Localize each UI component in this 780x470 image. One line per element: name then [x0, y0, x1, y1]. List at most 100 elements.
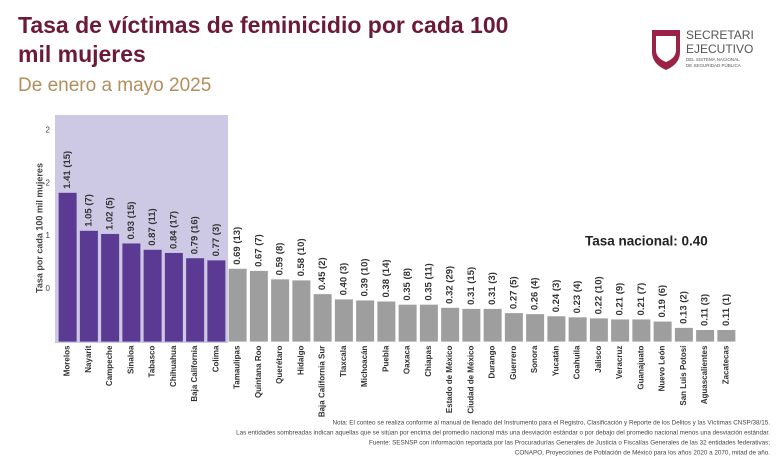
value-label: 0.59 (8): [275, 243, 286, 276]
bar: [58, 192, 77, 342]
bar: [589, 318, 608, 342]
y-tick-label: 0: [46, 284, 51, 293]
x-tick-label: Yucatán: [551, 345, 560, 376]
bar: [504, 313, 523, 342]
x-tick-label: Campeche: [105, 345, 114, 386]
bar: [632, 319, 651, 342]
logo-text: DEL SISTEMA NACIONAL: [686, 57, 740, 62]
x-tick-label: Chiapas: [424, 345, 433, 377]
x-tick-label: Sonora: [530, 345, 539, 373]
bar: [462, 308, 481, 342]
x-tick-label: Morelos: [63, 345, 72, 376]
bar: [164, 252, 183, 342]
x-tick-label: Sinaloa: [126, 345, 135, 374]
value-label: 0.11 (1): [721, 294, 732, 326]
value-label: 0.39 (10): [360, 258, 371, 296]
value-label: 1.05 (7): [83, 194, 94, 227]
logo-shield-inner: [656, 36, 676, 62]
value-label: 0.13 (2): [678, 291, 689, 324]
logo-text: EJECUTIVO: [686, 42, 753, 56]
bar: [313, 294, 332, 342]
y-axis-label: Tasa por cada 100 mil mujeres: [34, 163, 44, 293]
value-label: 0.38 (14): [381, 259, 392, 297]
note: Fuente: SESNSP con información reportada…: [369, 440, 770, 447]
x-tick-label: Puebla: [381, 345, 390, 372]
value-label: 0.58 (10): [296, 238, 307, 276]
bar: [356, 300, 375, 342]
x-tick-label: Nayarit: [84, 345, 93, 372]
value-label: 0.22 (10): [593, 276, 604, 314]
value-label: 0.69 (13): [232, 227, 243, 265]
bar: [122, 243, 141, 342]
chart-title: mil mujeres: [18, 41, 146, 67]
x-tick-label: Durango: [488, 345, 497, 378]
y-tick-label: 2: [46, 126, 51, 135]
x-tick-label: Guanajuato: [636, 345, 645, 389]
value-label: 0.27 (5): [508, 276, 519, 309]
value-label: 0.67 (7): [253, 234, 264, 267]
x-tick-label: Oaxaca: [403, 345, 412, 374]
x-tick-label: Ciudad de México: [466, 345, 475, 413]
bar: [334, 299, 353, 342]
bar: [441, 307, 460, 342]
x-tick-label: Tabasco: [148, 345, 157, 377]
y-tick-label: 1: [46, 231, 51, 240]
value-label: 0.23 (4): [572, 281, 583, 314]
logo-text: DE SEGURIDAD PÚBLICA: [686, 62, 741, 68]
bar: [292, 280, 311, 342]
bar: [526, 314, 545, 342]
x-tick-label: Baja California: [190, 345, 199, 402]
value-label: 0.32 (29): [445, 266, 456, 304]
x-tick-label: Michoacán: [360, 345, 369, 386]
y-tick-label: 2: [46, 178, 51, 187]
x-tick-label: Chihuahua: [169, 345, 178, 387]
bar: [79, 230, 98, 342]
chart-subtitle: De enero a mayo 2025: [18, 75, 211, 96]
value-label: 0.19 (6): [657, 285, 668, 318]
x-tick-label: Querétaro: [275, 345, 284, 383]
value-label: 0.35 (11): [423, 263, 434, 301]
value-label: 0.40 (3): [338, 263, 349, 296]
value-label: 0.21 (7): [636, 283, 647, 316]
x-tick-label: San Luis Potosí: [679, 345, 688, 406]
value-label: 0.26 (4): [530, 277, 541, 310]
value-label: 0.79 (16): [190, 216, 201, 254]
chart-title: Tasa de víctimas de feminicidio por cada…: [18, 12, 508, 38]
bar: [483, 308, 502, 342]
annotation: Tasa nacional: 0.40: [585, 234, 708, 249]
value-label: 0.87 (11): [147, 208, 158, 246]
x-tick-label: Jalisco: [594, 345, 603, 372]
x-tick-label: Guerrero: [509, 345, 518, 379]
x-tick-label: Aguascalientes: [700, 345, 709, 404]
value-label: 0.11 (3): [700, 294, 711, 326]
value-label: 0.93 (15): [126, 201, 137, 239]
bar: [186, 258, 205, 342]
x-tick-label: Nuevo León: [658, 345, 667, 391]
value-label: 0.31 (15): [466, 267, 477, 305]
note: CONAPO, Proyecciones de Población de Méx…: [515, 450, 770, 457]
value-label: 0.35 (8): [402, 268, 413, 301]
x-tick-label: Baja California Sur: [318, 346, 327, 418]
x-tick-label: Colima: [211, 345, 220, 372]
value-label: 0.21 (9): [615, 283, 626, 316]
logo-text: SECRETARI: [686, 28, 754, 42]
value-label: 0.24 (3): [551, 280, 562, 313]
value-label: 0.31 (3): [487, 272, 498, 305]
bar: [228, 268, 247, 342]
logo: SECRETARI EJECUTIVO DEL SISTEMA NACIONAL…: [652, 28, 754, 70]
bar: [674, 327, 693, 342]
bar: [696, 329, 715, 342]
bar: [143, 249, 162, 342]
bar: [611, 319, 630, 342]
note: Nota: El conteo se realiza conforme al m…: [333, 420, 771, 427]
value-label: 0.84 (17): [168, 211, 179, 249]
value-label: 1.41 (15): [62, 151, 73, 189]
bar: [419, 304, 438, 342]
value-label: 0.45 (2): [317, 257, 328, 290]
bar: [568, 317, 587, 342]
bar: [717, 329, 736, 342]
x-tick-label: Tlaxcala: [339, 345, 348, 377]
bar: [377, 301, 396, 342]
value-label: 0.77 (3): [211, 224, 222, 257]
